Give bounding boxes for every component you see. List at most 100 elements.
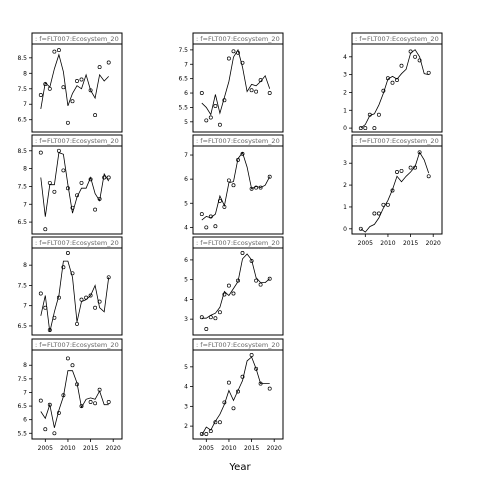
x-tick-label: 2010 — [380, 240, 395, 247]
data-point — [249, 353, 254, 357]
data-point — [376, 112, 381, 117]
data-point — [240, 60, 245, 65]
data-point — [236, 278, 240, 283]
data-point — [399, 63, 404, 68]
data-point — [399, 168, 404, 173]
panel-8: : f=FLT007:Ecosystem_20 3 4 5 6 — [184, 236, 284, 336]
data-point — [217, 122, 222, 127]
panel-frame — [31, 236, 123, 336]
panel-frame — [31, 134, 123, 235]
data-point — [231, 291, 236, 296]
strip-label: : f=FLT007:Ecosystem_20 — [355, 35, 439, 43]
data-point — [93, 207, 98, 212]
y-tick-label: 7 — [23, 303, 27, 310]
y-tick-label: 8.5 — [17, 148, 27, 155]
data-point — [56, 148, 61, 153]
data-point — [231, 49, 236, 54]
y-tick-label: 5.5 — [178, 104, 188, 111]
data-point — [93, 401, 98, 406]
data-point — [52, 431, 57, 436]
y-tick-label: 8 — [23, 166, 27, 173]
y-tick-label: 5 — [184, 200, 188, 207]
data-point — [199, 315, 204, 320]
y-tick-label: 7 — [23, 389, 27, 396]
data-point — [47, 180, 52, 185]
y-tick-label: 8 — [23, 262, 27, 269]
strip-label: : f=FLT007:Ecosystem_20 — [355, 137, 439, 145]
x-tick-label: 2005 — [358, 240, 373, 247]
y-tick-label: 0 — [343, 226, 347, 233]
data-point — [199, 91, 204, 95]
data-point — [70, 205, 75, 210]
panel-frame — [351, 134, 443, 235]
y-tick-label: 5 — [184, 364, 188, 371]
y-tick-label: 0 — [343, 125, 347, 132]
data-point — [213, 316, 218, 321]
x-tick-label: 2020 — [267, 445, 282, 452]
x-axis-label: Year — [228, 462, 251, 473]
y-tick-label: 6.5 — [17, 403, 27, 410]
data-point — [254, 185, 259, 190]
y-tick-label: 6 — [184, 176, 188, 183]
strip-label: : f=FLT007:Ecosystem_20 — [196, 137, 280, 145]
data-point — [47, 86, 52, 91]
data-point — [267, 276, 272, 281]
y-tick-label: 6.5 — [178, 76, 188, 83]
panel-2: : f=FLT007:Ecosystem_20 5 5.5 6 6.5 7 7.5 — [178, 32, 284, 133]
y-tick-label: 7.5 — [178, 47, 188, 54]
data-point — [408, 49, 413, 54]
data-point — [79, 297, 84, 302]
y-tick-label: 7.5 — [17, 86, 27, 93]
data-point — [258, 78, 263, 83]
y-tick-label: 7.5 — [17, 282, 27, 289]
data-point — [231, 183, 236, 188]
y-tick-label: 5 — [184, 119, 188, 126]
data-point — [240, 251, 245, 255]
data-point — [204, 432, 209, 436]
data-point — [413, 165, 418, 170]
data-point — [213, 104, 218, 108]
data-point — [75, 79, 79, 83]
data-point — [249, 186, 254, 191]
data-point — [390, 188, 395, 193]
y-tick-label: 2 — [184, 423, 188, 430]
fit-line — [40, 152, 110, 217]
fit-line — [40, 370, 109, 428]
data-point — [106, 60, 111, 65]
data-point — [226, 178, 231, 183]
data-point — [84, 295, 89, 300]
data-point — [258, 282, 263, 287]
data-point — [38, 150, 43, 155]
panel-frame — [31, 338, 123, 440]
y-tick-label: 6.5 — [17, 219, 27, 226]
data-point — [88, 88, 93, 93]
data-point — [254, 278, 259, 283]
x-tick-label: 2005 — [38, 445, 53, 452]
y-tick-label: 6.5 — [17, 323, 27, 330]
data-point — [231, 406, 236, 411]
data-point — [226, 56, 231, 61]
data-point — [38, 291, 43, 296]
y-tick-label: 1 — [343, 204, 347, 211]
data-point — [61, 85, 66, 90]
panel-6: : f=FLT007:Ecosystem_20 0 1 2 3 2005 2010 2015 2… — [343, 134, 443, 247]
y-tick-label: 6 — [23, 417, 27, 424]
y-tick-label: 5.5 — [17, 430, 27, 437]
y-tick-label: 3 — [184, 316, 188, 323]
data-point — [79, 180, 84, 185]
data-point — [358, 126, 363, 131]
data-point — [240, 151, 245, 156]
data-point — [75, 193, 79, 198]
data-point — [367, 112, 372, 117]
data-point — [43, 305, 48, 310]
data-point — [52, 49, 57, 54]
data-point — [38, 93, 43, 97]
panel-frame — [351, 32, 443, 133]
data-point — [97, 196, 102, 201]
data-point — [56, 295, 61, 300]
data-point — [213, 224, 218, 229]
data-point — [61, 265, 66, 270]
data-point — [106, 275, 111, 280]
panel-frame — [192, 32, 284, 133]
fit-line — [40, 53, 109, 109]
